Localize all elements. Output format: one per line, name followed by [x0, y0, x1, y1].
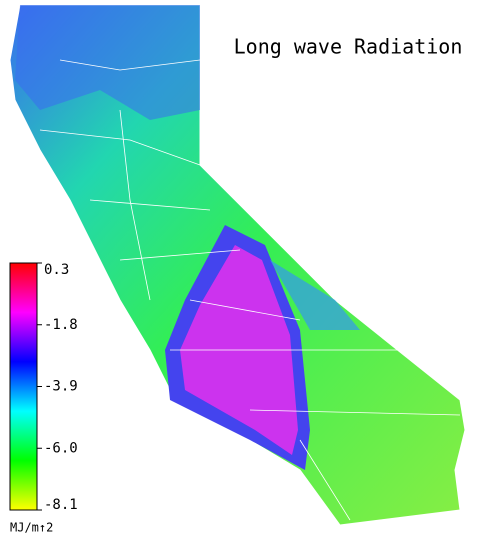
colorbar-tick-label: 0.3 [44, 262, 69, 278]
colorbar-tick-label: -3.9 [44, 379, 78, 395]
california [9, 4, 466, 526]
colorbar-tick-label: -1.8 [44, 317, 78, 333]
colorbar-tick-label: -6.0 [44, 440, 78, 456]
colorbar-unit: MJ/m↑2 [10, 521, 53, 535]
colorbar-tick-label: -8.1 [44, 497, 78, 513]
map-title: Long wave Radiation [234, 35, 463, 59]
colorbar [9, 262, 38, 511]
